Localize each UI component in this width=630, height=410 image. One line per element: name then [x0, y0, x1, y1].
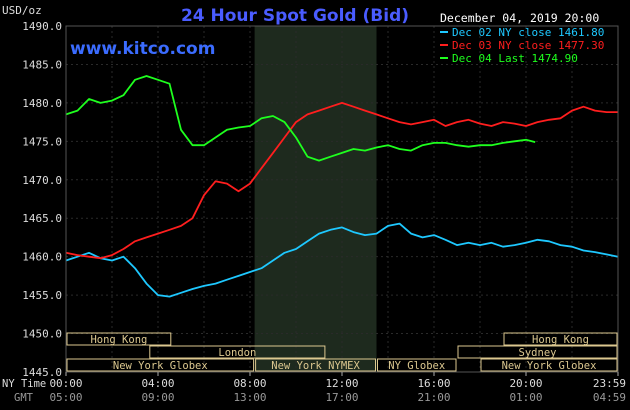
y-tick-label: 1455.0: [22, 289, 62, 302]
gmt-row-label: GMT: [14, 392, 34, 404]
y-tick-label: 1450.0: [22, 328, 62, 341]
session-box: [149, 345, 326, 359]
y-tick-label: 1445.0: [22, 366, 62, 379]
y-tick-label: 1480.0: [22, 97, 62, 110]
y-tick-label: 1475.0: [22, 135, 62, 148]
x-tick-label-ny: 23:59: [593, 377, 626, 390]
series-line: [65, 222, 619, 298]
session-box: [457, 345, 618, 359]
legend-label: Dec 02 NY close 1461.80: [452, 26, 604, 39]
x-tick-label-gmt: 09:00: [141, 391, 174, 404]
session-box: [66, 332, 172, 346]
series-line: [65, 102, 618, 260]
nymex-shade: [254, 26, 377, 372]
y-tick-label: 1490.0: [22, 20, 62, 33]
session-label: Hong Kong: [532, 334, 589, 346]
x-tick-label-ny: 16:00: [417, 377, 450, 390]
x-tick-label-ny: 04:00: [141, 377, 174, 390]
x-tick-label-gmt: 05:00: [49, 391, 82, 404]
session-label: NY Globex: [388, 360, 445, 372]
y-tick-label: 1460.0: [22, 251, 62, 264]
legend-label: Dec 04 Last 1474.90: [452, 52, 578, 65]
x-tick-label-ny: 00:00: [49, 377, 82, 390]
session-box: [66, 358, 255, 372]
session-label: New York Globex: [113, 360, 208, 372]
session-box: [377, 358, 457, 372]
unit-label: USD/oz: [2, 4, 42, 17]
session-box: [255, 358, 377, 372]
date-label: December 04, 2019 20:00: [440, 11, 599, 25]
x-tick-label-gmt: 04:59: [593, 391, 626, 404]
session-label: Sydney: [519, 347, 557, 359]
chart-title: 24 Hour Spot Gold (Bid): [181, 6, 409, 26]
x-tick-label-gmt: 21:00: [417, 391, 450, 404]
session-label: New York Globex: [502, 360, 597, 372]
session-label: Hong Kong: [90, 334, 147, 346]
session-box: [503, 332, 618, 346]
session-label: New York NYMEX: [271, 360, 360, 372]
x-tick-label-ny: 20:00: [509, 377, 542, 390]
legend-label: Dec 03 NY close 1477.30: [452, 39, 604, 52]
ny-time-row-label: NY Time: [2, 378, 46, 390]
series-line: [65, 75, 536, 162]
session-box: [480, 358, 618, 372]
y-tick-label: 1485.0: [22, 58, 62, 71]
session-label: London: [218, 347, 256, 359]
x-tick-label-gmt: 01:00: [509, 391, 542, 404]
x-tick-label-ny: 08:00: [233, 377, 266, 390]
x-tick-label-gmt: 13:00: [233, 391, 266, 404]
y-tick-label: 1465.0: [22, 212, 62, 225]
x-tick-label-ny: 12:00: [325, 377, 358, 390]
x-tick-label-gmt: 17:00: [325, 391, 358, 404]
y-tick-label: 1470.0: [22, 174, 62, 187]
watermark: www.kitco.com: [70, 39, 215, 59]
